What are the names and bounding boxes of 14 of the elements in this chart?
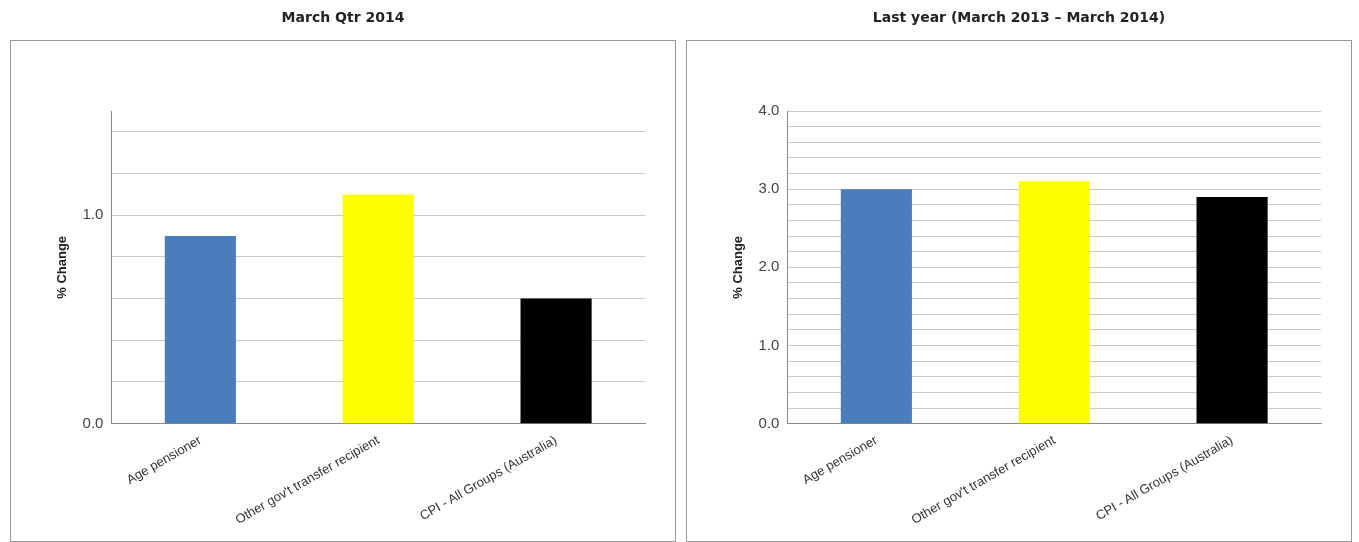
y-tick-label: 0.0 <box>82 413 104 431</box>
y-tick-label: 3.0 <box>758 179 780 197</box>
chart-title: March Qtr 2014 <box>280 8 406 27</box>
y-axis-title: % Change <box>730 235 746 299</box>
bar <box>164 236 236 424</box>
y-tick-label: 4.0 <box>758 101 780 119</box>
bar <box>520 298 592 424</box>
y-tick-label: 1.0 <box>758 335 780 353</box>
y-tick-label: 1.0 <box>82 205 104 223</box>
chart-title: Last year (March 2013 – March 2014) <box>871 8 1167 27</box>
y-tick-label: 0.0 <box>758 413 780 431</box>
y-axis-title: % Change <box>54 235 70 299</box>
y-tick-label: 2.0 <box>758 257 780 275</box>
bar <box>342 194 414 424</box>
